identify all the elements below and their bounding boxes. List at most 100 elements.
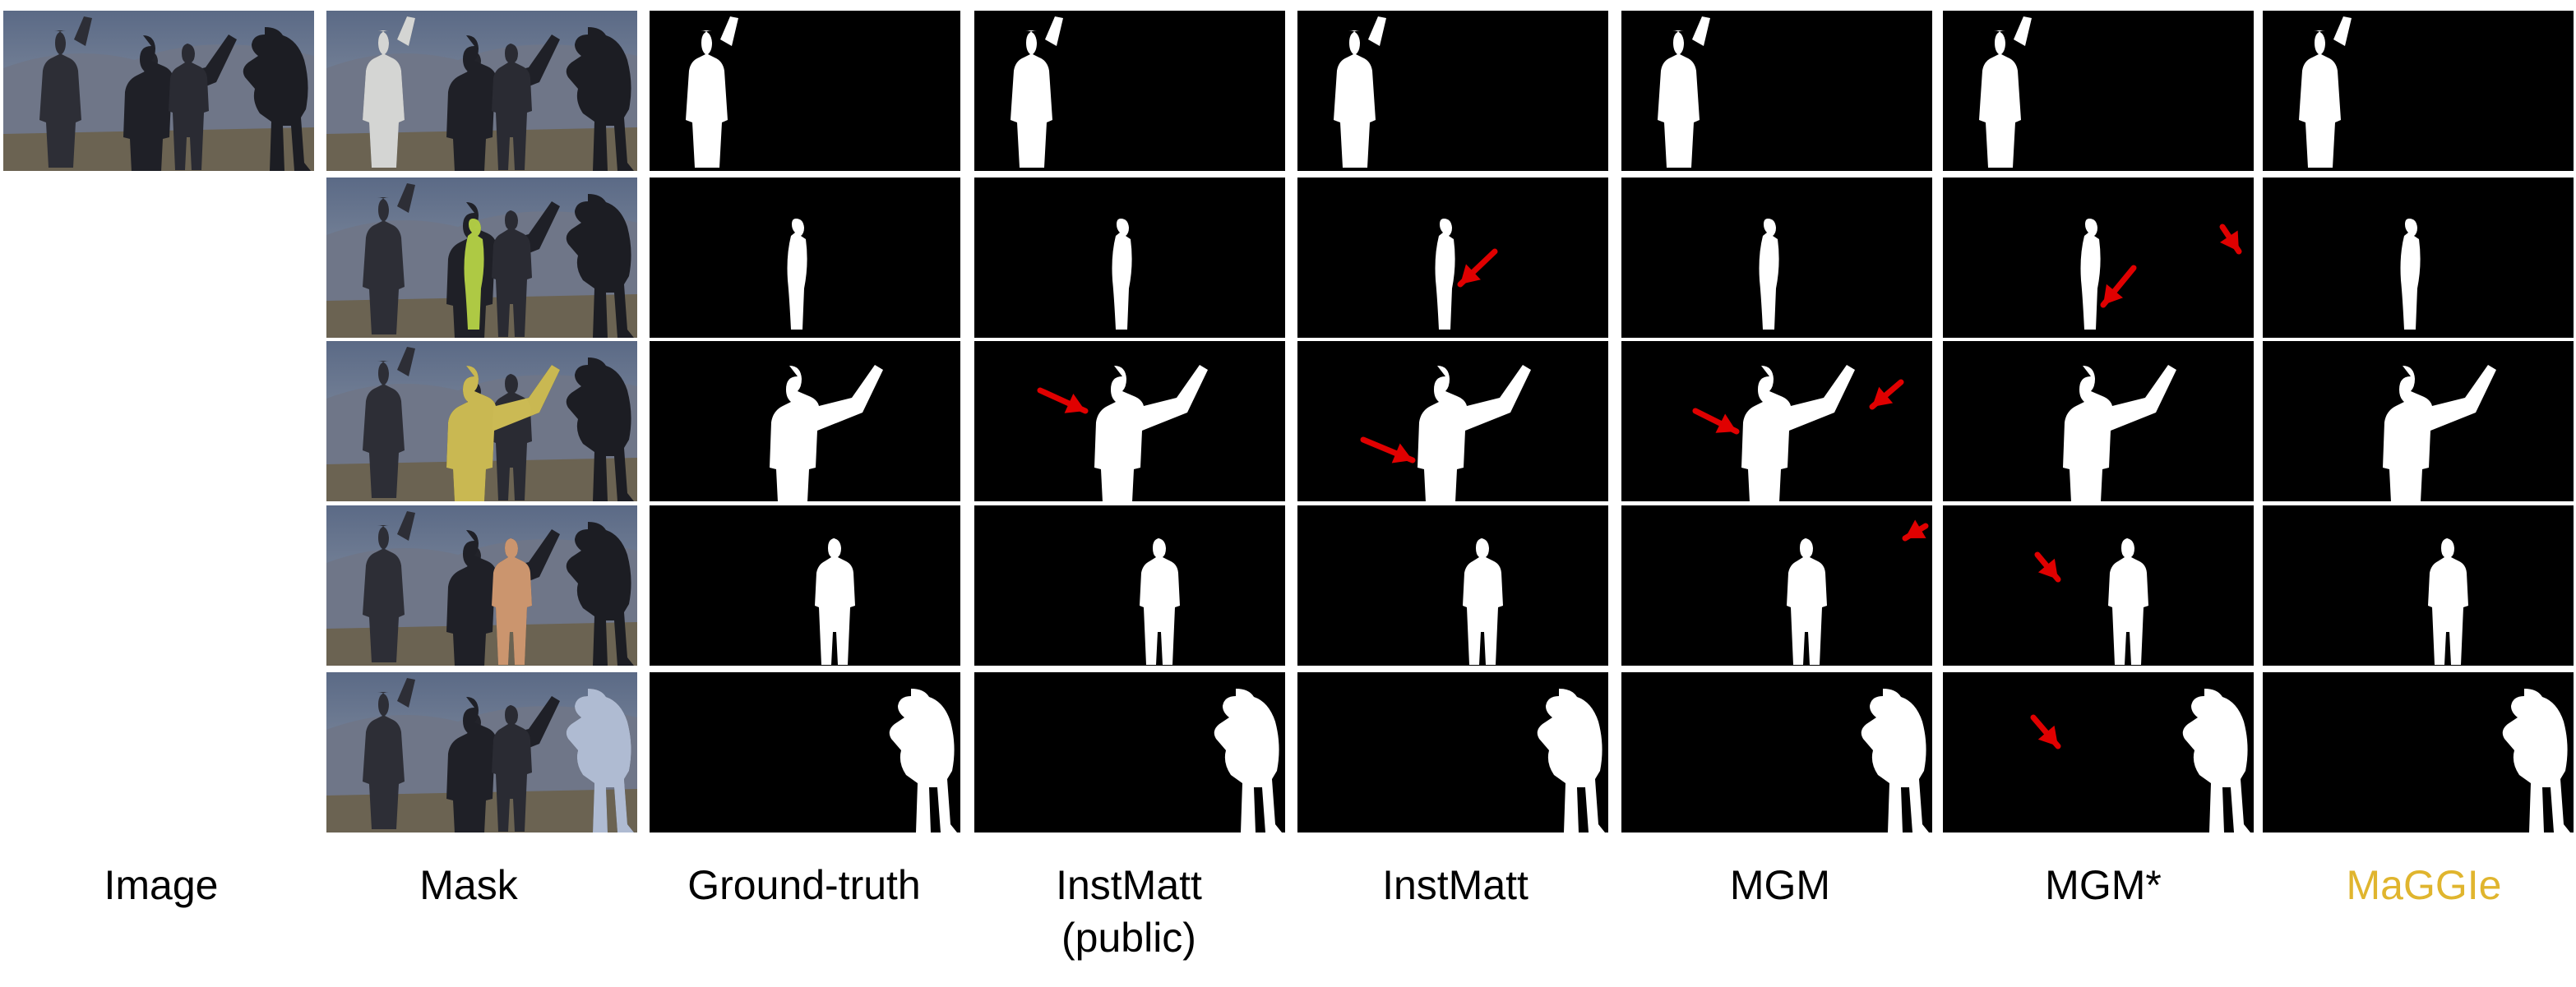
column-label-maggie: MaGGIe: [2346, 862, 2502, 908]
red-arrow-icon: [1692, 408, 1740, 435]
alpha-matte-graphic: [1334, 16, 1386, 168]
foreground-silhouette: [1741, 365, 1855, 501]
cell-row5-maggie: [2263, 672, 2574, 832]
person-silhouette: [123, 35, 237, 171]
person-silhouette: [446, 35, 560, 171]
column-label-ground-truth: Ground-truth: [687, 862, 921, 908]
cell-row1-gt: [650, 11, 960, 171]
foreground-silhouette: [1214, 689, 1282, 832]
cell-row5-gt: [650, 672, 960, 832]
alpha-matte-graphic: [2299, 16, 2352, 168]
person-silhouette: [39, 16, 92, 168]
alpha-matte-graphic: [770, 365, 883, 501]
foreground-silhouette: [2108, 538, 2148, 665]
cell-row4-mgm_star: [1943, 505, 2254, 666]
alpha-matte-graphic: [1759, 219, 1779, 330]
photo-graphic: [3, 16, 314, 171]
red-arrow-icon: [2034, 551, 2061, 583]
alpha-matte-graphic: [1861, 689, 1929, 832]
cell-row5-mgm: [1621, 672, 1932, 832]
foreground-silhouette: [889, 689, 957, 832]
foreground-silhouette: [2182, 689, 2250, 832]
cell-row2-instmatt_public: [974, 178, 1285, 338]
instance-mask-overlay: [464, 219, 484, 330]
foreground-silhouette: [1140, 538, 1180, 665]
foreground-silhouette: [1417, 365, 1531, 501]
foreground-silhouette: [1787, 538, 1827, 665]
cell-row5-instmatt_public: [974, 672, 1285, 832]
alpha-matte-graphic: [1463, 538, 1503, 665]
alpha-matte-graphic: [815, 538, 855, 665]
cell-row3-mgm: [1621, 341, 1932, 501]
cell-row3-mgm_star: [1943, 341, 2254, 501]
foreground-silhouette: [787, 219, 807, 330]
column-label-instmatt-public: InstMatt (public): [1056, 862, 1202, 961]
cell-row1-instmatt_public: [974, 11, 1285, 171]
foreground-silhouette: [1112, 219, 1132, 330]
instance-mask-overlay: [492, 538, 532, 665]
person-silhouette: [243, 27, 311, 171]
foreground-silhouette: [815, 538, 855, 665]
cell-row4-instmatt_public: [974, 505, 1285, 666]
person-silhouette: [169, 44, 209, 170]
foreground-silhouette: [2383, 365, 2496, 501]
cell-row2-mgm: [1621, 178, 1932, 338]
foreground-silhouette: [770, 365, 883, 501]
cell-row2-mgm_star: [1943, 178, 2254, 338]
cell-row4-instmatt: [1297, 505, 1608, 666]
red-arrow-icon: [2219, 224, 2242, 255]
cell-row2-maggie: [2263, 178, 2574, 338]
cell-row5-mask: [326, 672, 637, 832]
cell-row2-mask: [326, 178, 637, 338]
cell-row3-gt: [650, 341, 960, 501]
alpha-matte-graphic: [1037, 365, 1208, 501]
alpha-matte-graphic: [1435, 219, 1498, 330]
photo-graphic: [326, 347, 637, 501]
foreground-silhouette: [1463, 538, 1503, 665]
foreground-silhouette: [2299, 16, 2352, 168]
red-arrow-icon: [2030, 714, 2061, 749]
red-arrow-icon: [1037, 387, 1089, 414]
foreground-silhouette: [1011, 16, 1063, 168]
cell-row2-instmatt: [1297, 178, 1608, 338]
red-arrow-icon: [1360, 436, 1416, 464]
foreground-silhouette: [2400, 219, 2421, 330]
cell-row1-mgm_star: [1943, 11, 2254, 171]
red-arrow-icon: [1869, 379, 1904, 410]
person-silhouette: [363, 511, 415, 662]
red-arrow-icon: [2100, 265, 2137, 308]
alpha-matte-graphic: [686, 16, 738, 168]
alpha-matte-graphic: [1112, 219, 1132, 330]
cell-row5-mgm_star: [1943, 672, 2254, 832]
instance-mask-overlay: [446, 365, 560, 501]
photo-graphic: [326, 511, 637, 666]
column-label-instmatt: InstMatt: [1382, 862, 1528, 908]
alpha-matte-graphic: [2034, 538, 2148, 665]
person-silhouette: [566, 522, 634, 666]
alpha-matte-graphic: [2080, 219, 2242, 330]
person-silhouette: [492, 210, 532, 337]
cell-row3-mask: [326, 341, 637, 501]
person-silhouette: [363, 183, 415, 334]
column-label-mgm-star: MGM*: [2045, 862, 2162, 908]
cell-row5-instmatt: [1297, 672, 1608, 832]
alpha-matte-graphic: [889, 689, 957, 832]
photo-graphic: [326, 183, 637, 338]
cell-row3-instmatt: [1297, 341, 1608, 501]
alpha-matte-graphic: [1011, 16, 1063, 168]
red-arrow-icon: [1902, 519, 1929, 542]
foreground-silhouette: [2063, 365, 2176, 501]
foreground-silhouette: [1094, 365, 1208, 501]
foreground-silhouette: [1537, 689, 1605, 832]
cell-row1-mask: [326, 11, 637, 171]
cell-row1-mgm: [1621, 11, 1932, 171]
foreground-silhouette: [1334, 16, 1386, 168]
photo-graphic: [326, 16, 637, 171]
cell-row1-instmatt: [1297, 11, 1608, 171]
alpha-matte-graphic: [2030, 689, 2250, 832]
person-silhouette: [566, 194, 634, 338]
cell-row4-maggie: [2263, 505, 2574, 666]
foreground-silhouette: [2502, 689, 2570, 832]
red-arrow-icon: [1457, 248, 1498, 288]
